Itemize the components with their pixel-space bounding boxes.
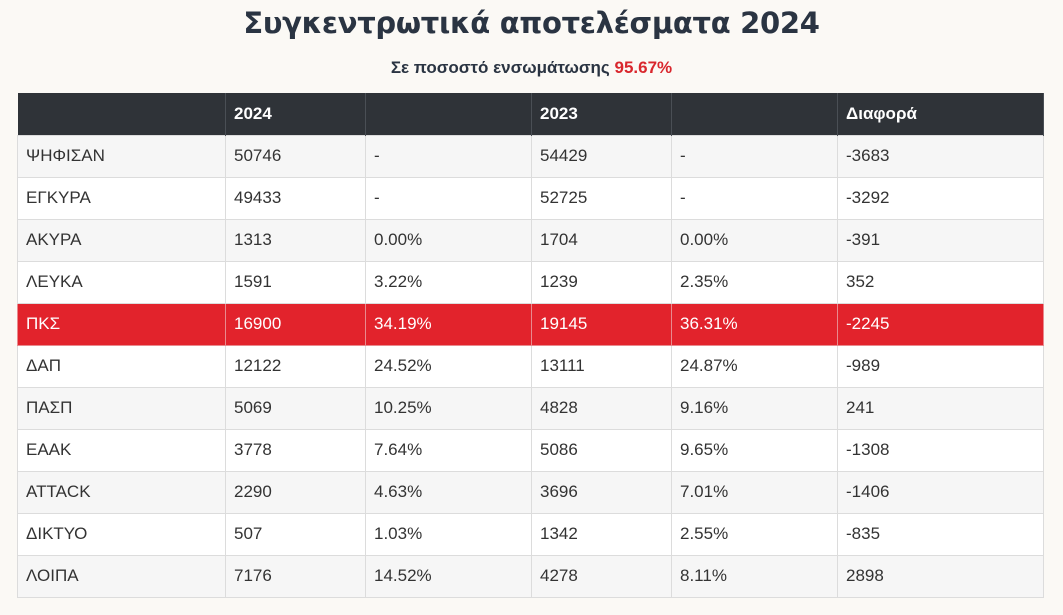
difference: -989	[837, 344, 1044, 388]
results-table: 2024 2023 Διαφορά ΨΗΦΙΣΑΝ 50746-54429- -36…	[17, 93, 1044, 598]
votes-2024: 5069	[225, 386, 366, 430]
votes-2024: 2290	[225, 470, 366, 514]
difference: -1406	[837, 470, 1044, 514]
page-subtitle: Σε ποσοστό ενσωμάτωσης 95.67%	[0, 58, 1063, 78]
percent-2023: 2.55%	[671, 512, 838, 556]
percent-2024: 1.03%	[365, 512, 532, 556]
percent-2023: 7.01%	[671, 470, 838, 514]
table-row: ΠΑΣΠ 5069 10.25% 4828 9.16% 241	[17, 386, 1044, 430]
header-2023-pct	[671, 93, 838, 135]
percent-2024: 14.52%	[365, 554, 532, 598]
table-row: ATTACK 2290 4.63% 3696 7.01% -1406	[17, 470, 1044, 514]
table-row-highlighted: ΠΚΣ 16900 34.19% 19145 36.31% -2245	[17, 302, 1044, 346]
percent-2024: 24.52%	[365, 344, 532, 388]
percent-2024: 7.64%	[365, 428, 532, 472]
table-row: ΛΕΥΚΑ 1591 3.22% 1239 2.35% 352	[17, 260, 1044, 304]
percent-2023: -	[671, 176, 838, 220]
percent-2023: 2.35%	[671, 260, 838, 304]
header-2024: 2024	[225, 93, 366, 135]
votes-2023: 4278	[531, 554, 672, 598]
row-label: ΔΙΚΤΥΟ	[17, 512, 226, 556]
table-row: ΕΑΑΚ 3778 7.64% 5086 9.65% -1308	[17, 428, 1044, 472]
difference: -391	[837, 218, 1044, 262]
subtitle-percentage: 95.67%	[614, 58, 673, 77]
votes-2023: 1239	[531, 260, 672, 304]
votes-2023: 54429	[531, 134, 672, 178]
votes-2023: 19145	[531, 302, 672, 346]
table-row: ΑΚΥΡΑ 1313 0.00% 1704 0.00% -391	[17, 218, 1044, 262]
percent-2024: 3.22%	[365, 260, 532, 304]
difference: -2245	[837, 302, 1044, 346]
header-difference: Διαφορά	[837, 93, 1044, 135]
votes-2024: 50746	[225, 134, 366, 178]
votes-2023: 52725	[531, 176, 672, 220]
table-row: ΨΗΦΙΣΑΝ 50746-54429- -3683	[17, 134, 1044, 178]
difference: 241	[837, 386, 1044, 430]
table-body: ΨΗΦΙΣΑΝ 50746-54429- -3683 ΕΓΚΥΡΑ 49433-5272…	[17, 134, 1044, 598]
row-label: ΠΑΣΠ	[17, 386, 226, 430]
votes-2024: 16900	[225, 302, 366, 346]
votes-2023: 5086	[531, 428, 672, 472]
table-row: ΕΓΚΥΡΑ 49433-52725- -3292	[17, 176, 1044, 220]
table-row: ΔΙΚΤΥΟ 507 1.03% 1342 2.55% -835	[17, 512, 1044, 556]
votes-2024: 1591	[225, 260, 366, 304]
percent-2023: 24.87%	[671, 344, 838, 388]
difference: -1308	[837, 428, 1044, 472]
votes-2024: 49433	[225, 176, 366, 220]
row-label: ΑΚΥΡΑ	[17, 218, 226, 262]
page-title: Συγκεντρωτικά αποτελέσματα 2024	[243, 6, 820, 40]
header-row: 2024 2023 Διαφορά	[17, 93, 1044, 135]
percent-2024: 0.00%	[365, 218, 532, 262]
row-label: ΛΕΥΚΑ	[17, 260, 226, 304]
percent-2024: 10.25%	[365, 386, 532, 430]
percent-2023: 9.16%	[671, 386, 838, 430]
row-label: ΕΓΚΥΡΑ	[17, 176, 226, 220]
percent-2023: 36.31%	[671, 302, 838, 346]
votes-2024: 507	[225, 512, 366, 556]
votes-2023: 13111	[531, 344, 672, 388]
votes-2024: 7176	[225, 554, 366, 598]
percent-2024: -	[365, 134, 532, 178]
percent-2024: 4.63%	[365, 470, 532, 514]
difference: 2898	[837, 554, 1044, 598]
table-header: 2024 2023 Διαφορά	[17, 93, 1044, 135]
row-label: ΛΟΙΠΑ	[17, 554, 226, 598]
row-label: ΠΚΣ	[17, 302, 226, 346]
header-label	[17, 93, 226, 135]
percent-2023: 0.00%	[671, 218, 838, 262]
percent-2024: 34.19%	[365, 302, 532, 346]
percent-2023: -	[671, 134, 838, 178]
votes-2024: 3778	[225, 428, 366, 472]
header-2023: 2023	[531, 93, 672, 135]
table-row: ΔΑΠ 12122 24.52% 13111 24.87% -989	[17, 344, 1044, 388]
votes-2023: 3696	[531, 470, 672, 514]
difference: -3292	[837, 176, 1044, 220]
row-label: ΔΑΠ	[17, 344, 226, 388]
percent-2024: -	[365, 176, 532, 220]
difference: 352	[837, 260, 1044, 304]
votes-2024: 1313	[225, 218, 366, 262]
header-2024-pct	[365, 93, 532, 135]
row-label: ΕΑΑΚ	[17, 428, 226, 472]
subtitle-text: Σε ποσοστό ενσωμάτωσης	[390, 58, 610, 77]
votes-2023: 1342	[531, 512, 672, 556]
percent-2023: 9.65%	[671, 428, 838, 472]
difference: -835	[837, 512, 1044, 556]
row-label: ΨΗΦΙΣΑΝ	[17, 134, 226, 178]
votes-2023: 1704	[531, 218, 672, 262]
table-row: ΛΟΙΠΑ 7176 14.52% 4278 8.11% 2898	[17, 554, 1044, 598]
difference: -3683	[837, 134, 1044, 178]
percent-2023: 8.11%	[671, 554, 838, 598]
votes-2024: 12122	[225, 344, 366, 388]
row-label: ATTACK	[17, 470, 226, 514]
votes-2023: 4828	[531, 386, 672, 430]
